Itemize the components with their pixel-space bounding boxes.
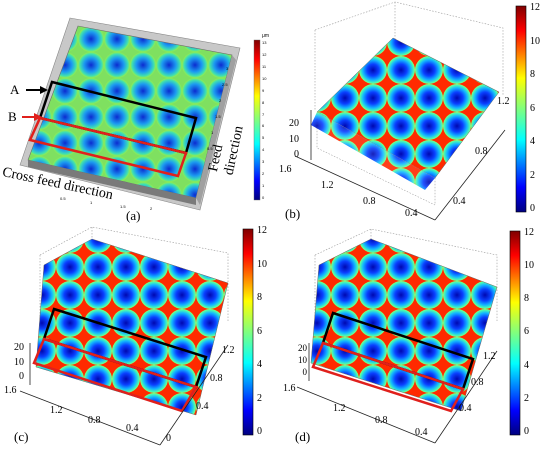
svg-text:1.5: 1.5 (215, 114, 221, 119)
panel-c: 20 10 0 1.6 1.2 0.8 0.4 0 1.2 0.8 0.4 12… (0, 225, 275, 451)
panel-c-plot (19, 226, 254, 446)
panel-d-y-tick-2: 0.4 (459, 403, 472, 414)
svg-text:2: 2 (150, 206, 153, 211)
panel-c-x-tick-4: 0 (166, 433, 171, 444)
panel-a-plot: 3 2.5 2 1.5 1 0.5 0.5 1 1.5 2 (19, 17, 261, 211)
panel-b-x-tick-2: 0.8 (363, 196, 376, 207)
marker-a: A (10, 82, 20, 97)
panel-b: 20 10 0 1.6 1.2 0.8 0.4 1.2 0.8 0.4 12 1… (275, 0, 550, 225)
panel-b-plot (294, 1, 527, 221)
colorbar-unit: μm (262, 33, 270, 39)
panel-b-x-tick-0: 1.6 (279, 164, 292, 175)
panel-a-colorbar-ticks: 13 12 11 10 9 8 7 6 5 4 3 2 1 0 (262, 40, 267, 200)
panel-d-surface (310, 238, 498, 412)
svg-text:3: 3 (226, 66, 229, 71)
panel-d-highlight-b (311, 341, 465, 413)
panel-b-x-tick-1: 1.2 (321, 180, 334, 191)
panel-d-x-tick-2: 0.8 (375, 415, 388, 426)
svg-text:1: 1 (211, 130, 214, 135)
panel-b-label: (b) (285, 206, 301, 221)
panel-d-plot (296, 228, 521, 444)
panel-b-y-tick-2: 0.4 (453, 196, 466, 207)
panel-c-x-tick-0: 1.6 (4, 385, 17, 396)
panel-c-y-tick-2: 0.4 (196, 401, 209, 412)
panel-c-x-tick-2: 0.8 (88, 415, 101, 426)
panel-d-y-tick-1: 0.8 (471, 377, 484, 388)
panel-c-colorbar (242, 228, 254, 436)
panel-d-x-tick-0: 1.6 (283, 383, 296, 394)
panel-d-z-ticks: 20 10 0 (298, 343, 307, 377)
svg-text:0.5: 0.5 (60, 196, 66, 201)
panel-a: 3 2.5 2 1.5 1 0.5 0.5 1 1.5 2 A B Feed direction… (0, 0, 275, 225)
panel-a-label: (a) (126, 208, 141, 223)
panel-c-y-tick-1: 0.8 (210, 373, 223, 384)
panel-d-y-tick-0: 1.2 (483, 351, 496, 362)
panel-b-y-tick-0: 1.2 (497, 96, 510, 107)
svg-text:2: 2 (219, 98, 222, 103)
panel-d-colorbar (509, 230, 521, 436)
panel-c-highlight-b (32, 337, 198, 413)
panel-c-x-tick-3: 0.4 (126, 423, 139, 434)
svg-text:1.5: 1.5 (120, 204, 126, 209)
svg-text:0.5: 0.5 (207, 146, 213, 151)
panel-c-z-ticks: 20 10 0 (14, 342, 24, 382)
svg-text:2.5: 2.5 (222, 82, 228, 87)
panel-d-x-tick-1: 1.2 (333, 403, 346, 414)
panel-b-colorbar (515, 5, 527, 213)
panel-c-y-tick-0: 1.2 (222, 345, 235, 356)
highlight-box-b (28, 116, 188, 178)
panel-d-colorbar-ticks: 12 10 8 6 4 2 0 (524, 227, 534, 437)
panel-d: 20 10 0 1.6 1.2 0.8 0.4 1.2 0.8 0.4 12 1… (275, 225, 550, 451)
panel-c-colorbar-ticks: 12 10 8 6 4 2 0 (257, 225, 267, 437)
panel-b-x-tick-3: 0.4 (405, 208, 418, 219)
panel-b-colorbar-ticks: 12 10 8 6 4 2 0 (530, 2, 540, 214)
panel-b-z-ticks: 20 10 0 (289, 118, 299, 160)
panel-a-colorbar (253, 39, 261, 201)
marker-b: B (8, 109, 17, 124)
panel-c-surface (35, 238, 229, 416)
panel-c-x-tick-1: 1.2 (50, 405, 63, 416)
panel-d-x-tick-3: 0.4 (415, 427, 428, 438)
panel-c-label: (c) (14, 429, 29, 444)
svg-text:1: 1 (90, 200, 93, 205)
panel-d-label: (d) (295, 429, 311, 444)
panel-b-y-tick-1: 0.8 (475, 146, 488, 157)
